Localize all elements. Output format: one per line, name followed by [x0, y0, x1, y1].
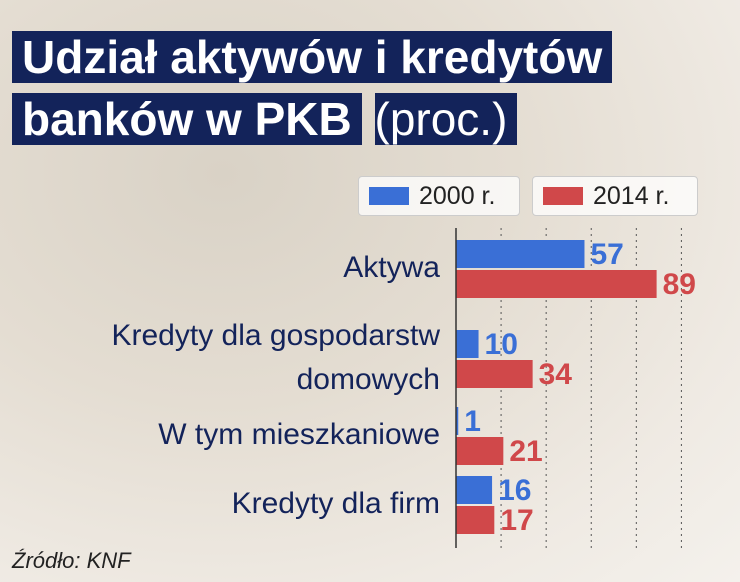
bar — [456, 437, 504, 465]
legend-swatch — [369, 187, 409, 205]
value-label: 89 — [663, 268, 696, 301]
legend-swatch — [543, 187, 583, 205]
value-label: 10 — [485, 328, 518, 361]
chart-subtitle: (proc.) — [374, 93, 518, 145]
legend-label: 2014 r. — [593, 181, 670, 210]
chart-title: Udział aktywów i kredytów banków w PKB — [12, 31, 613, 145]
value-label: 34 — [539, 358, 573, 391]
bar — [456, 407, 459, 435]
bar — [456, 476, 493, 504]
bar — [456, 506, 495, 534]
source: Źródło: KNF — [12, 548, 131, 573]
value-label: 21 — [509, 435, 542, 468]
legend-item: 2014 r. — [532, 176, 698, 216]
value-label: 1 — [464, 405, 481, 438]
category-label: Kredyty dla firm — [231, 487, 440, 520]
bar — [456, 330, 479, 358]
value-label: 17 — [500, 504, 533, 537]
value-label: 57 — [590, 238, 623, 271]
bar — [456, 240, 585, 268]
legend-label: 2000 r. — [419, 181, 496, 210]
category-label: Aktywa — [343, 251, 440, 284]
category-label: W tym mieszkaniowe — [158, 418, 440, 451]
value-label: 16 — [498, 474, 531, 507]
bar — [456, 270, 657, 298]
category-label: Kredyty dla gospodarstw domowych — [111, 319, 440, 396]
legend-item: 2000 r. — [358, 176, 520, 216]
title-block: Udział aktywów i kredytów banków w PKB (… — [12, 26, 672, 150]
bar — [456, 360, 533, 388]
